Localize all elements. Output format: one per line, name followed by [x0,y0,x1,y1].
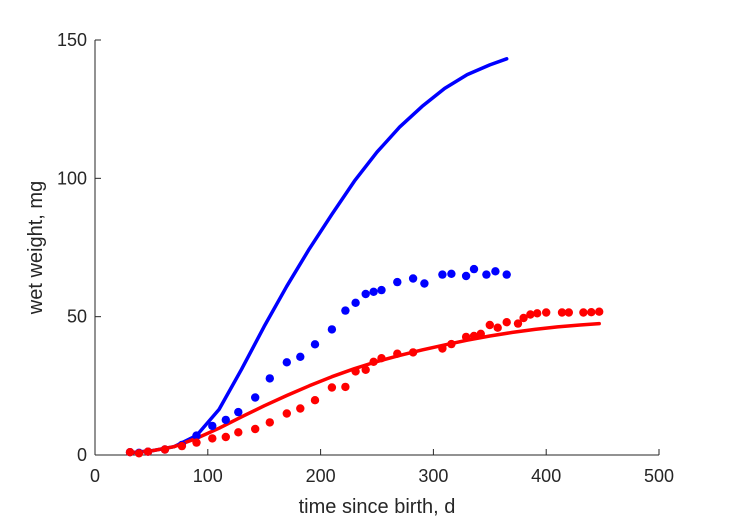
y-axis-title: wet weight, mg [25,181,47,315]
series-2-point [513,319,523,328]
x-tick-label: 400 [531,466,561,486]
x-tick-label: 500 [644,466,674,486]
series-0-point [447,269,456,278]
series-2-point [519,313,528,323]
axes [94,40,659,456]
series-2-point [143,447,153,456]
series-2-point [341,382,350,392]
series-2-point [134,449,144,458]
series-0-point [296,352,305,361]
series-2-point [192,438,201,447]
x-tick-label: 100 [193,466,223,486]
series-2-point [438,344,447,353]
series-2-point [533,309,542,318]
series-0-point [208,421,217,431]
series-0-point [377,285,386,295]
series-0-point [491,267,500,276]
y-tick-label: 0 [77,445,87,465]
series-2-point [351,367,360,376]
series-2-point [485,320,494,330]
series-2-point [579,308,588,317]
plot-area [125,57,604,458]
series-2-point [221,432,230,442]
series-0-point [282,358,291,367]
series-2-point [461,332,471,342]
series-0-point [420,279,429,288]
tick-group: 0 100 200 300 400 500 0 50 100 150 [57,30,674,486]
y-tick-label: 50 [67,307,87,327]
series-0-point [408,274,418,283]
series-0-point [327,325,337,334]
series-0-point [361,289,370,299]
series-0-point [369,287,378,296]
series-2-point [502,318,511,327]
series-2-point [282,409,291,418]
series-0-point [221,415,230,425]
series-2-point [251,424,260,434]
series-0-point [192,431,201,440]
series-2-point [265,418,274,427]
series-2-point [557,308,567,317]
series-0-point [265,374,274,383]
series-2-point [296,404,305,413]
series-2-point [393,349,402,358]
series-2-point [377,354,386,363]
series-0-point [469,264,479,274]
series-2-point [177,441,187,451]
series-2-point [408,348,418,357]
series-0-point [482,270,491,279]
series-0-point [351,298,360,307]
series-2-point [595,307,604,316]
series-2-point [526,310,535,319]
series-0-point [393,277,402,287]
series-0-point [461,271,471,281]
series-0-point [251,393,260,402]
x-tick-label: 300 [418,466,448,486]
series-2-point [542,308,551,317]
series-1-curve [128,57,509,455]
y-tick-label: 100 [57,168,87,188]
x-axis-title: time since birth, d [299,496,456,518]
series-2-point [361,365,370,374]
series-2-point [327,383,337,392]
series-2-point [310,396,320,405]
y-tick-label: 150 [57,30,87,50]
x-tick-label: 0 [90,466,100,486]
series-2-point [564,308,573,317]
series-0-point [234,407,243,417]
series-0-point [341,306,350,315]
series-0-point [310,340,320,349]
series-2-point [469,331,479,341]
series-2-point [234,428,243,437]
series-0-point [438,270,447,279]
series-0-point [502,270,511,279]
series-2-point [587,308,596,317]
x-tick-label: 200 [306,466,336,486]
series-2-point [476,329,485,338]
series-2-point [369,357,378,366]
series-3-curve [128,321,601,455]
series-2-point [125,448,135,457]
series-2-point [493,323,502,332]
series-2-point [208,434,217,443]
series-2-point [160,445,170,454]
series-2-point [447,339,456,349]
